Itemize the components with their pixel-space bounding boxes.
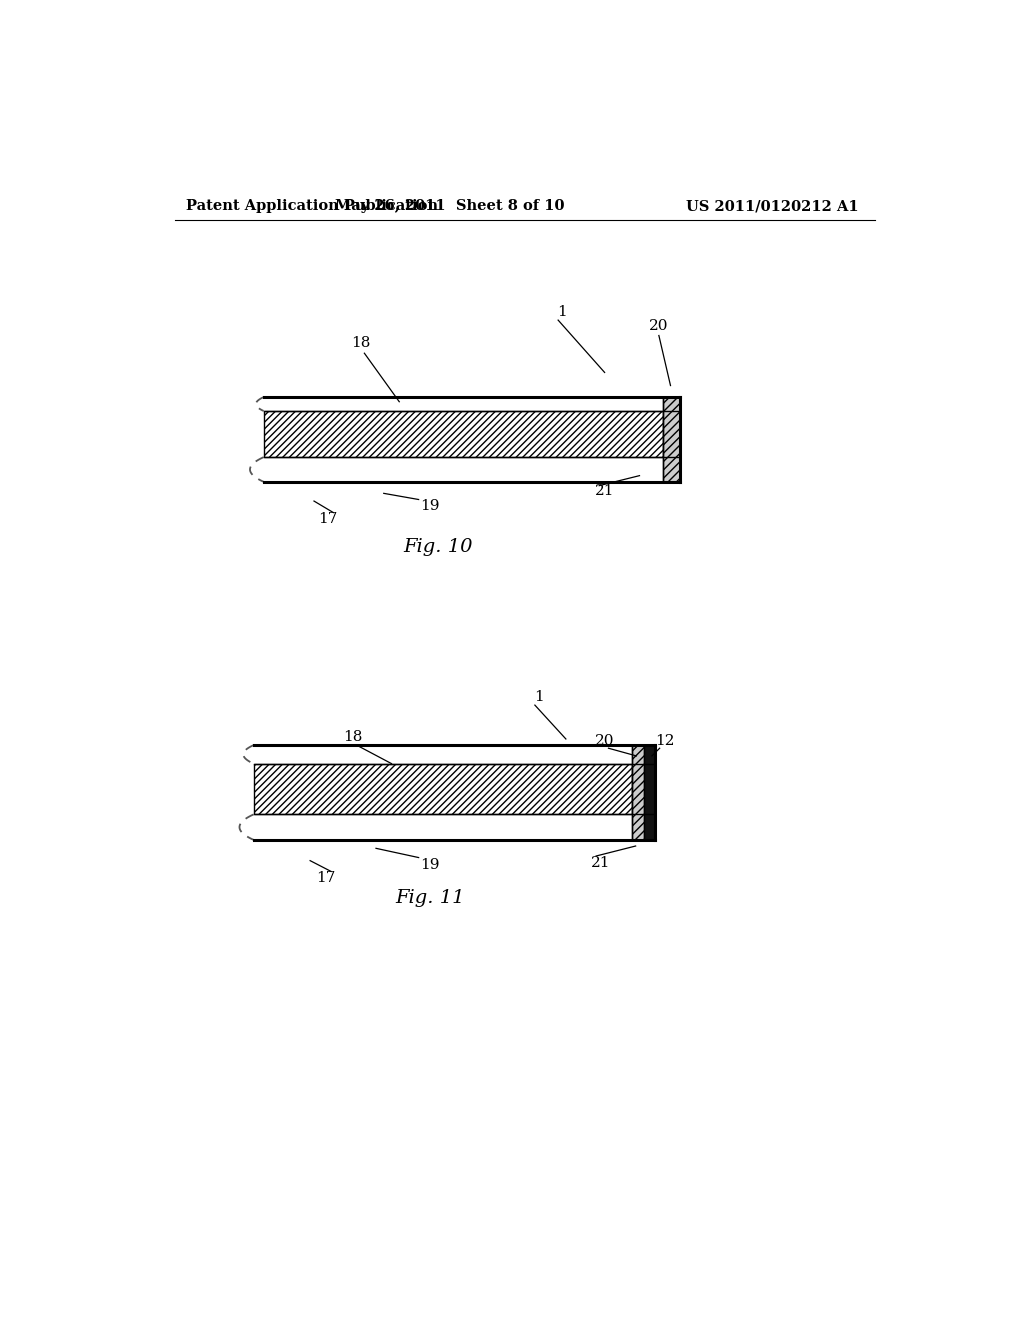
Text: 18: 18 bbox=[343, 730, 362, 744]
Text: 1: 1 bbox=[534, 690, 544, 705]
Text: 1: 1 bbox=[557, 305, 567, 319]
Text: Patent Application Publication: Patent Application Publication bbox=[186, 199, 438, 213]
Text: Fig. 10: Fig. 10 bbox=[403, 539, 473, 556]
Text: 20: 20 bbox=[595, 734, 614, 748]
Text: 20: 20 bbox=[649, 319, 669, 333]
Bar bbox=[644, 744, 655, 840]
Bar bbox=[263, 411, 663, 457]
Text: 19: 19 bbox=[421, 499, 440, 513]
Text: 21: 21 bbox=[591, 855, 610, 870]
Bar bbox=[254, 763, 632, 814]
Text: 17: 17 bbox=[316, 871, 335, 886]
Text: 18: 18 bbox=[351, 337, 371, 350]
Text: US 2011/0120212 A1: US 2011/0120212 A1 bbox=[686, 199, 859, 213]
Text: 12: 12 bbox=[655, 734, 675, 748]
Text: 17: 17 bbox=[318, 512, 338, 525]
Text: Fig. 11: Fig. 11 bbox=[395, 888, 465, 907]
Text: 19: 19 bbox=[421, 858, 440, 873]
Bar bbox=[663, 397, 680, 482]
Bar bbox=[632, 744, 644, 840]
Text: 21: 21 bbox=[595, 484, 614, 498]
Text: May 26, 2011  Sheet 8 of 10: May 26, 2011 Sheet 8 of 10 bbox=[335, 199, 564, 213]
